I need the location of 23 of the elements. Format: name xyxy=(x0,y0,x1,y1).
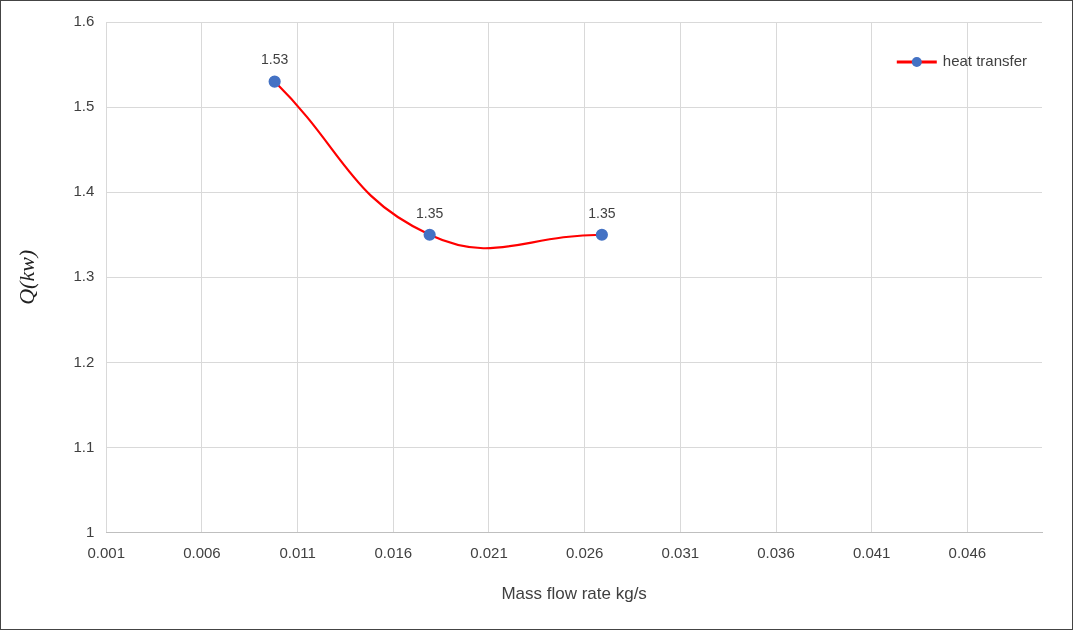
y-tick-label: 1.6 xyxy=(73,12,95,30)
y-tick-label: 1 xyxy=(85,522,95,540)
legend-label: heat transfer xyxy=(942,52,1027,70)
x-tick-label: 0.016 xyxy=(374,543,413,561)
x-tick-label: 0.001 xyxy=(87,543,126,561)
y-tick-label: 1.4 xyxy=(73,182,95,200)
x-tick-label: 0.026 xyxy=(565,543,604,561)
y-tick-label: 1.2 xyxy=(73,352,95,370)
x-tick-label: 0.006 xyxy=(183,543,221,561)
data-label: 1.35 xyxy=(416,204,444,221)
x-tick-label: 0.041 xyxy=(852,543,891,561)
data-label: 1.53 xyxy=(261,51,289,68)
y-tick-label: 1.3 xyxy=(73,267,95,285)
x-tick-label: 0.046 xyxy=(948,543,987,561)
x-tick-label: 0.036 xyxy=(757,543,795,561)
x-tick-label: 0.011 xyxy=(279,543,316,561)
data-label: 1.35 xyxy=(588,204,616,221)
x-axis-title: Mass flow rate kg/s xyxy=(501,584,647,604)
x-tick-label: 0.031 xyxy=(661,543,700,561)
x-tick-label: 0.021 xyxy=(470,543,508,561)
y-axis-title: Q(kw) xyxy=(13,249,39,305)
y-tick-label: 1.5 xyxy=(73,97,95,115)
y-tick-label: 1.1 xyxy=(73,437,95,455)
